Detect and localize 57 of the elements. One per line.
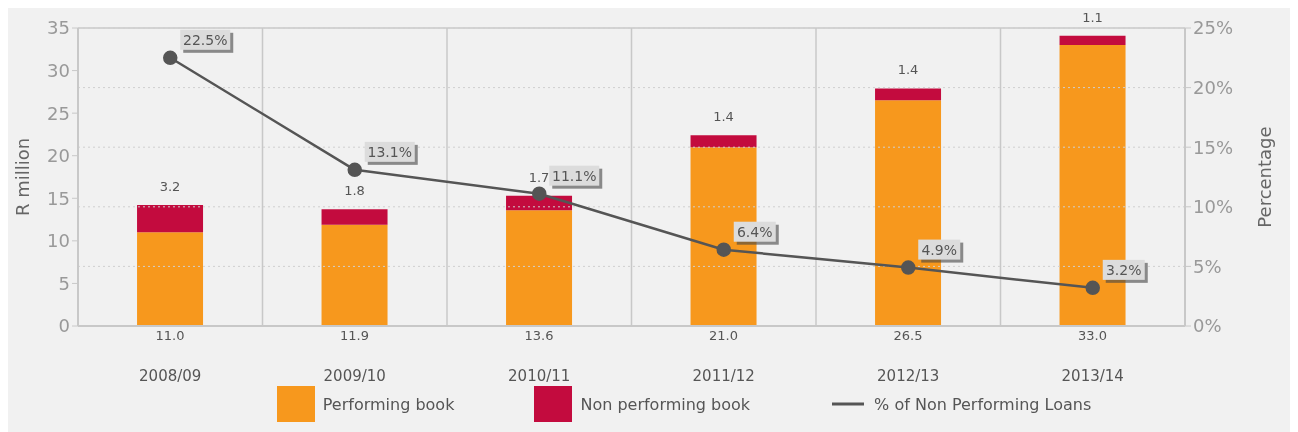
x-tick-label: 2009/10 [323, 366, 386, 385]
data-label: 33.0 [1078, 328, 1108, 343]
y2-tick-label: 25% [1193, 17, 1234, 39]
x-tick-label: 2008/09 [139, 366, 202, 385]
y2-tick-label: 20% [1193, 76, 1234, 98]
point [532, 186, 547, 201]
data-label: 1.1 [1082, 9, 1103, 25]
x-tick-label: 2013/14 [1061, 366, 1124, 385]
point [1085, 280, 1100, 296]
data-label: 22.5% [183, 31, 228, 48]
y2-tick-label: 15% [1193, 136, 1234, 158]
bar [321, 209, 388, 225]
point [163, 50, 178, 66]
x-tick-label: 2011/12 [692, 366, 755, 385]
y-tick-label: 30 [47, 59, 70, 81]
bar [1059, 35, 1126, 46]
point [716, 242, 731, 257]
bar [321, 224, 388, 326]
data-label: 3.2% [1105, 261, 1142, 278]
y-tick-label: 20 [47, 145, 70, 167]
bar [690, 135, 757, 148]
y-tick-label: 10 [47, 230, 70, 252]
legend-label: Non performing book [580, 394, 751, 414]
point [901, 260, 916, 275]
y2-tick-label: 0% [1193, 315, 1222, 337]
x-tick-label: 2012/13 [877, 366, 940, 385]
point [347, 162, 362, 178]
data-label: 11.0 [155, 328, 185, 343]
y2-axis-title: Percentage [1254, 126, 1276, 228]
data-label: 1.8 [344, 183, 365, 199]
legend-label: % of Non Performing Loans [874, 394, 1092, 414]
bar [506, 210, 573, 326]
data-label: 13.6 [524, 328, 554, 343]
y-tick-label: 35 [47, 17, 70, 39]
y-tick-label: 0 [58, 315, 70, 337]
y-tick-label: 15 [47, 187, 70, 209]
y-axis-title: R million [12, 137, 34, 217]
data-label: 26.5 [893, 328, 923, 343]
data-label: 13.1% [367, 143, 412, 160]
data-label: 1.4 [713, 109, 734, 125]
y-tick-label: 25 [47, 102, 70, 124]
data-label: 4.9% [921, 241, 958, 258]
y2-tick-label: 5% [1193, 255, 1222, 277]
data-label: 6.4% [736, 223, 773, 240]
bar [137, 232, 204, 326]
data-label: 1.7 [528, 169, 550, 185]
x-tick-label: 2010/11 [508, 366, 571, 385]
data-label: 11.9 [340, 328, 370, 343]
data-label: 1.4 [897, 62, 919, 78]
bar [137, 205, 204, 233]
y-tick-label: 5 [58, 272, 70, 294]
data-label: 3.2 [159, 179, 181, 195]
y2-tick-label: 10% [1193, 196, 1234, 218]
bar [875, 88, 942, 101]
legend-label: Performing book [322, 394, 455, 414]
data-label: 21.0 [709, 328, 739, 343]
data-label: 11.1% [552, 167, 597, 184]
